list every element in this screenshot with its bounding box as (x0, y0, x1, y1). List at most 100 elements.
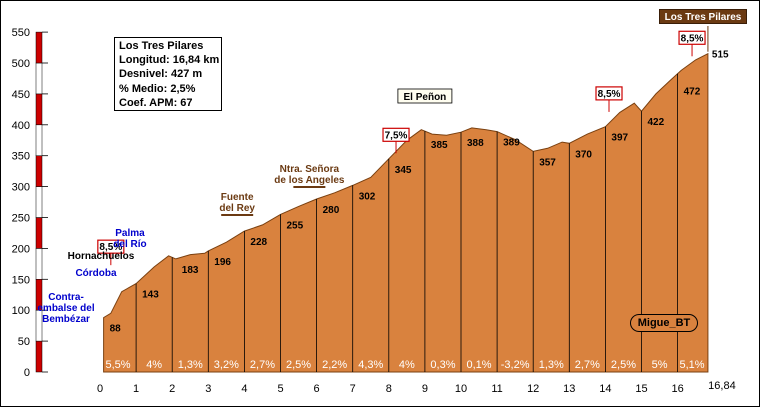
axis-band (35, 309, 43, 342)
place-label: Bembézar (42, 314, 90, 325)
segment-grade: 4,3% (358, 359, 383, 371)
segment-grade: 2,7% (575, 359, 600, 371)
x-tick-label: 13 (563, 383, 575, 395)
place-box (397, 88, 453, 104)
elevation-label: 88 (110, 324, 122, 335)
elevation-label: 302 (359, 191, 376, 202)
info-box: Los Tres Pilares Longitud: 16,84 km Desn… (114, 37, 222, 111)
x-tick-label: 0 (97, 383, 103, 395)
axis-band (35, 217, 43, 249)
route-name: Los Tres Pilares (119, 40, 204, 52)
axis-band (35, 31, 43, 64)
y-tick-label: 100 (12, 305, 30, 317)
segment-grade: 2,2% (322, 359, 347, 371)
x-tick-label: 9 (422, 383, 428, 395)
segment-grade: 3,2% (214, 359, 239, 371)
elevation-label: 388 (467, 138, 484, 149)
profile-area (103, 52, 709, 373)
summit-label: Los Tres Pilares (659, 9, 747, 24)
place-label: Fuente (221, 192, 254, 203)
place-label: Hornachuelos (68, 251, 135, 262)
max-grade-label: 7,5% (385, 130, 408, 141)
segment-grade: 4% (146, 359, 162, 371)
y-tick-label: 0 (24, 367, 30, 379)
elevation-label: 255 (287, 220, 304, 231)
elevation-label: 389 (503, 138, 520, 149)
segment-grade: 4% (399, 359, 415, 371)
place-label: Ntra. Señora (280, 164, 340, 175)
x-tick-label: 14 (599, 383, 611, 395)
place-label: Palma (115, 228, 145, 239)
x-tick-label: 10 (455, 383, 467, 395)
segment-grade: 5,5% (106, 359, 131, 371)
elevation-label: 183 (182, 265, 199, 276)
place-label: embalse del (37, 303, 94, 314)
y-tick-label: 300 (12, 182, 30, 194)
y-tick-label: 250 (12, 213, 30, 225)
y-tick-label: 150 (12, 274, 30, 286)
segment-grade: 1,3% (178, 359, 203, 371)
axis-band (35, 248, 43, 280)
y-tick-label: 350 (12, 151, 30, 163)
place-label: de los Angeles (274, 175, 345, 186)
elevation-label: 370 (575, 149, 592, 160)
segment-grade: 5% (652, 359, 668, 371)
route-coef: Coef. APM: 67 (119, 96, 193, 109)
elevation-label: 228 (250, 237, 267, 248)
max-grade-label: 8,5% (99, 242, 122, 253)
segment-grade: 2,7% (250, 359, 275, 371)
x-tick-label: 15 (635, 383, 647, 395)
elevation-label: 385 (431, 140, 448, 151)
elevation-label: 397 (611, 133, 628, 144)
y-tick-label: 400 (12, 120, 30, 132)
axis-band (35, 340, 43, 373)
axis-band (35, 93, 43, 126)
x-tick-label: 8 (386, 383, 392, 395)
place-label: Córdoba (75, 268, 117, 279)
place-label: El Peñon (404, 92, 447, 103)
x-tick-label: 3 (205, 383, 211, 395)
x-tick-label: 11 (491, 383, 502, 395)
author-badge: Migue_BT (630, 314, 698, 332)
max-grade-label: 8,5% (598, 89, 621, 100)
elevation-label: 357 (539, 157, 556, 168)
axis-band (35, 124, 43, 156)
elevation-label: 280 (323, 205, 340, 216)
max-grade-label: 8,5% (681, 33, 704, 44)
y-tick-label: 550 (12, 27, 30, 39)
segment-grade: 2,5% (611, 359, 636, 371)
place-label: del Rey (219, 203, 255, 214)
segment-grade: 0,3% (430, 359, 455, 371)
x-tick-label: 16 (671, 383, 683, 395)
x-tick-label: 16,84 (708, 380, 736, 392)
segment-grade: -3,2% (501, 359, 530, 371)
y-tick-label: 450 (12, 89, 30, 101)
elevation-label: 422 (648, 117, 665, 128)
y-tick-label: 500 (12, 58, 30, 70)
elevation-label: 143 (142, 290, 159, 301)
elevation-label: 515 (712, 50, 729, 61)
segment-grade: 5,1% (680, 359, 705, 371)
x-tick-label: 5 (277, 383, 283, 395)
place-label: del Río (113, 239, 146, 250)
segment-grade: 2,5% (286, 359, 311, 371)
x-tick-label: 2 (169, 383, 175, 395)
segment-grade: 0,1% (467, 359, 492, 371)
segment-grade: 1,3% (539, 359, 564, 371)
x-tick-label: 1 (133, 383, 139, 395)
route-length: Longitud: 16,84 km (119, 54, 220, 67)
place-label: Contra- (48, 292, 84, 303)
x-tick-label: 12 (527, 383, 539, 395)
axis-band (35, 186, 43, 218)
elevation-label: 345 (395, 165, 412, 176)
route-avg-grade: % Medio: 2,5% (119, 82, 196, 95)
elevation-label: 196 (214, 257, 231, 268)
axis-band (35, 62, 43, 95)
x-tick-label: 7 (350, 383, 356, 395)
y-tick-label: 200 (12, 243, 30, 255)
y-tick-label: 50 (18, 336, 30, 348)
x-tick-label: 4 (241, 383, 247, 395)
x-tick-label: 6 (314, 383, 320, 395)
axis-band (35, 155, 43, 187)
